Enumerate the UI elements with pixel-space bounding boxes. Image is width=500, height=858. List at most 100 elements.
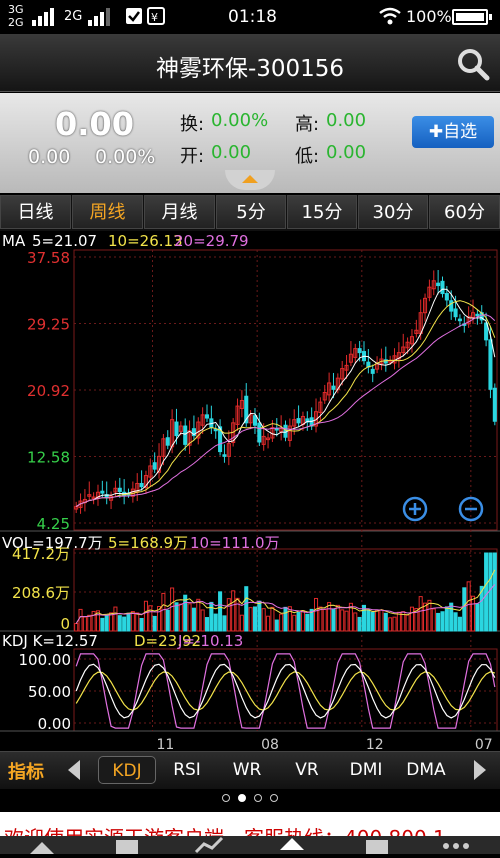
indicator-rsi[interactable]: RSI (173, 760, 201, 780)
candle-body (248, 414, 253, 424)
volume-bar (257, 600, 262, 632)
volume-bar (366, 609, 371, 632)
kdj-tick-label: 50.00 (28, 683, 71, 701)
volume-bar (117, 615, 122, 632)
volume-bar (139, 617, 144, 632)
volume-bar (174, 602, 179, 632)
zoom-in-icon (402, 496, 428, 522)
add-watchlist-button[interactable]: ✚自选 (412, 116, 494, 148)
volume-bar (313, 597, 319, 632)
tab-15min[interactable]: 15分 (287, 195, 357, 229)
volume-bar (327, 602, 332, 632)
volume-bar (409, 606, 414, 632)
collapse-panel-handle[interactable] (225, 170, 275, 190)
page-dot (254, 794, 262, 802)
search-icon[interactable] (455, 46, 491, 82)
kdj-k-legend: KDJ K=12.57 (2, 632, 98, 650)
tab-monthly[interactable]: 月线 (144, 195, 215, 229)
indicator-vr[interactable]: VR (295, 760, 319, 780)
tab-30min[interactable]: 30分 (358, 195, 428, 229)
candle-body (222, 454, 227, 457)
candle-body (488, 339, 493, 390)
candle-body (87, 494, 92, 497)
volume-bar (200, 609, 205, 632)
tab-5min[interactable]: 5分 (216, 195, 286, 229)
candle-body (109, 495, 114, 501)
price-tick-label: 29.25 (27, 315, 70, 333)
clock: 01:18 (228, 7, 277, 27)
candle-body (466, 316, 471, 325)
indicator-dma[interactable]: DMA (406, 760, 446, 780)
volume-bar (462, 587, 467, 632)
ma10-legend: 10=26.13 (108, 232, 183, 250)
kline-chart[interactable]: 37.5829.2520.9212.584.251108120712417.2万… (0, 231, 500, 751)
tab-daily[interactable]: 日线 (0, 195, 71, 229)
candle-body (287, 425, 292, 441)
candle-body (183, 425, 188, 445)
indicator-bar: 指标 KDJ RSI WR VR DMI DMA (0, 751, 500, 789)
indicator-dmi[interactable]: DMI (349, 760, 383, 780)
indicator-kdj[interactable]: KDJ (98, 756, 156, 784)
candle-body (139, 482, 144, 488)
notification-icon: ¥ (147, 7, 165, 25)
ma10-line (75, 300, 496, 508)
info-icon (366, 840, 388, 854)
chevron-up-icon (242, 175, 258, 183)
candle-body (226, 443, 231, 457)
candle-body (440, 280, 445, 295)
arrow-left-icon[interactable] (68, 760, 80, 780)
tab-60min[interactable]: 60分 (429, 195, 500, 229)
vol-legend: VOL=197.7万 (2, 534, 103, 552)
volume-bar (244, 586, 249, 632)
volume-bar (361, 604, 367, 632)
trade-icon (280, 838, 304, 850)
indicator-wr[interactable]: WR (232, 760, 262, 780)
candle-body (296, 418, 301, 424)
high-value: 0.00 (326, 110, 367, 131)
candle-body (213, 428, 218, 432)
kdj-j-line (75, 653, 496, 729)
candle-body (305, 418, 310, 423)
page-dot-active (238, 794, 246, 802)
ma20-line (75, 314, 496, 508)
time-tick-label: 08 (261, 737, 279, 751)
candle-body (409, 336, 414, 345)
volume-bar (453, 612, 458, 632)
candle-body (113, 487, 118, 493)
volume-tick-label: 0 (60, 615, 70, 633)
turnover-value: 0.00% (211, 110, 269, 131)
candle-body (235, 405, 240, 425)
price-tick-label: 12.58 (27, 449, 70, 467)
zoom-out-icon (458, 496, 484, 522)
candle-body (357, 348, 362, 354)
vol-ma10-line (75, 584, 496, 624)
volume-bar (466, 581, 471, 632)
volume-bar (152, 615, 157, 632)
status-bar: 3G 2G 2G ¥ 01:18 100% (0, 0, 500, 34)
volume-bar (170, 587, 175, 632)
candle-body (266, 437, 271, 441)
volume-bar (375, 610, 380, 632)
vol-ma5-line (75, 569, 496, 624)
volume-bar (379, 609, 384, 632)
signal-icon (88, 8, 110, 26)
tab-weekly[interactable]: 周线 (72, 195, 143, 229)
arrow-right-icon[interactable] (474, 760, 486, 780)
page-title: 神雾环保-300156 (155, 56, 345, 82)
title-bar: 神雾环保-300156 (0, 34, 500, 92)
candle-body (396, 352, 401, 360)
volume-bar (183, 594, 188, 632)
battery-icon (452, 9, 492, 25)
candle-body (322, 392, 327, 401)
volume-bar (418, 596, 423, 632)
volume-bar (348, 602, 353, 632)
volume-bar (209, 601, 214, 632)
price-tick-label: 4.25 (37, 515, 70, 533)
ma5-line (75, 288, 496, 508)
page-dot (222, 794, 230, 802)
bottom-nav[interactable] (0, 836, 500, 854)
ma5-legend: 5=21.07 (32, 232, 98, 250)
chart-canvas: 37.5829.2520.9212.584.251108120712417.2万… (0, 249, 500, 751)
plus-icon: ✚ (428, 122, 444, 142)
candle-body (218, 426, 223, 453)
